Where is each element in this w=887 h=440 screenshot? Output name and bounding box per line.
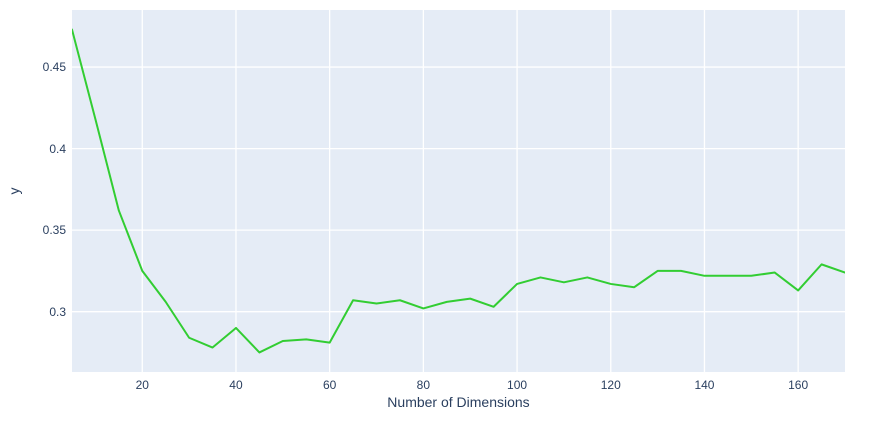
y-tick-label: 0.45 <box>42 60 66 75</box>
x-tick-label: 160 <box>788 378 809 392</box>
x-tick-label: 20 <box>135 378 149 392</box>
x-tick-label: 40 <box>229 378 243 392</box>
line-series <box>72 28 845 354</box>
plot-area[interactable] <box>72 10 845 372</box>
gridlines <box>72 10 845 372</box>
x-axis-title: Number of Dimensions <box>387 394 530 410</box>
y-tick-label: 0.35 <box>42 223 66 238</box>
x-tick-label: 120 <box>600 378 621 392</box>
y-axis-title-text: y <box>6 187 22 195</box>
chart-canvas <box>72 10 845 372</box>
x-tick-label: 80 <box>416 378 431 392</box>
y-tick-label: 0.4 <box>49 141 66 156</box>
x-tick-label: 60 <box>322 378 337 392</box>
x-tick-label: 100 <box>507 378 528 392</box>
x-tick-label: 140 <box>694 378 715 392</box>
y-tick-label: 0.3 <box>49 304 66 319</box>
